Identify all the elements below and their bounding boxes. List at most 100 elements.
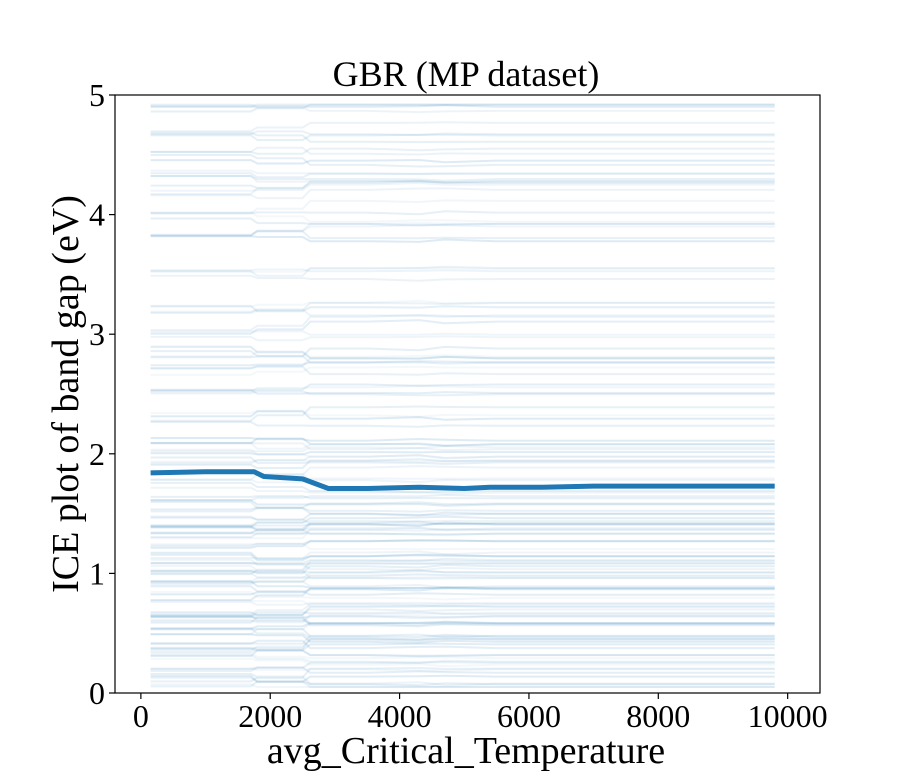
ice-line	[150, 586, 775, 601]
ice-line	[150, 633, 775, 645]
y-tick-label: 3	[89, 316, 105, 352]
ice-line	[150, 614, 775, 625]
ice-line	[150, 628, 775, 639]
ice-line	[150, 654, 775, 664]
ice-line	[150, 507, 775, 513]
ice-line	[150, 133, 775, 141]
ice-line	[150, 585, 775, 596]
ice-lines	[150, 103, 775, 688]
ice-line	[150, 477, 775, 484]
ice-line	[150, 222, 775, 238]
ice-line	[150, 676, 775, 688]
ice-line	[150, 172, 775, 179]
ice-line	[150, 103, 775, 113]
ice-line	[150, 649, 775, 657]
ice-line	[150, 437, 775, 447]
y-axis-ticks: 0 1 2 3 4 5	[89, 77, 115, 711]
ice-line	[150, 527, 775, 540]
ice-line	[150, 499, 775, 507]
ice-line	[150, 521, 775, 532]
x-tick-label: 10000	[748, 698, 828, 734]
ice-line	[150, 666, 775, 683]
ice-line	[150, 562, 775, 573]
ice-line	[150, 495, 775, 500]
ice-line	[150, 410, 775, 421]
ice-line	[150, 274, 775, 282]
ice-line	[150, 450, 775, 456]
ice-line	[150, 612, 775, 623]
ice-line	[150, 586, 775, 596]
ice-line	[150, 441, 775, 452]
ice-line	[150, 179, 775, 196]
plot-frame	[114, 94, 821, 694]
ice-line	[150, 550, 775, 560]
ice-line	[150, 674, 775, 683]
y-tick-label: 5	[89, 77, 105, 113]
x-tick-label: 0	[133, 698, 149, 734]
x-tick-label: 4000	[368, 698, 432, 734]
ice-line	[150, 615, 775, 624]
ice-line	[150, 528, 775, 536]
ice-line	[150, 557, 775, 565]
ice-line	[150, 559, 775, 576]
y-axis-title: ICE plot of band gap (eV)	[45, 195, 87, 593]
ice-line	[150, 649, 775, 658]
average-curve-group	[150, 469, 775, 491]
ice-line	[150, 330, 775, 336]
ice-line	[150, 539, 775, 549]
ice-line	[150, 683, 775, 688]
ice-line	[150, 304, 775, 313]
ice-line	[150, 180, 775, 189]
ice-line	[150, 620, 775, 636]
ice-line	[150, 522, 775, 527]
ice-line	[150, 217, 775, 227]
ice-line	[150, 158, 775, 165]
ice-line	[150, 520, 775, 527]
ice-line	[150, 441, 775, 450]
ice-line	[150, 564, 775, 579]
ice-line	[150, 169, 775, 176]
ice-line	[150, 267, 775, 273]
ice-line	[150, 104, 775, 108]
ice-line	[150, 580, 775, 590]
ice-line	[150, 199, 775, 215]
ice-line	[150, 615, 775, 625]
ice-line	[150, 146, 775, 156]
ice-line	[150, 313, 775, 332]
ice-line	[150, 365, 775, 376]
ice-line	[150, 573, 775, 584]
chart-title: GBR (MP dataset)	[333, 54, 600, 94]
ice-line	[150, 405, 775, 422]
ice-line	[150, 302, 775, 314]
y-tick-label: 2	[89, 436, 105, 472]
ice-line	[150, 562, 775, 566]
ice-line	[150, 299, 775, 308]
ice-line	[150, 383, 775, 392]
ice-line	[150, 154, 775, 168]
ice-line	[150, 458, 775, 469]
ice-line	[150, 666, 775, 674]
ice-line	[150, 580, 775, 589]
ice-line	[150, 501, 775, 517]
ice-line	[150, 604, 775, 616]
ice-line	[150, 131, 775, 144]
ice-line	[150, 569, 775, 574]
ice-line	[150, 444, 775, 453]
ice-line	[150, 657, 775, 668]
ice-line	[150, 520, 775, 530]
ice-line	[150, 673, 775, 688]
ice-line	[150, 601, 775, 606]
ice-line	[150, 611, 775, 618]
ice-line	[150, 181, 775, 192]
ice-line	[150, 642, 775, 652]
ice-line	[150, 667, 775, 672]
ice-line	[150, 493, 775, 502]
ice-line	[150, 175, 775, 184]
y-tick-label: 4	[89, 197, 105, 233]
ice-line	[150, 335, 775, 342]
ice-line	[150, 620, 775, 630]
ice-line	[150, 558, 775, 572]
ice-line	[150, 459, 775, 463]
ice-line	[150, 603, 775, 616]
ice-line	[150, 456, 775, 465]
